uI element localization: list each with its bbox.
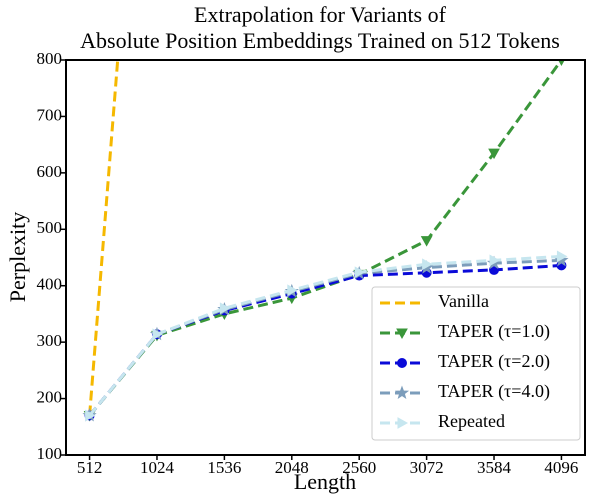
- plot-area: [82, 60, 569, 422]
- x-tick-label: 512: [77, 458, 103, 477]
- x-tick-label: 2560: [342, 458, 376, 477]
- x-tick-label: 3072: [410, 458, 444, 477]
- y-tick-label: 700: [37, 105, 63, 124]
- legend-marker: [397, 417, 409, 429]
- chart-title: Extrapolation for Variants of: [194, 2, 447, 27]
- series-line: [88, 254, 562, 417]
- series-line: [88, 60, 563, 417]
- data-point: [420, 236, 433, 247]
- series-line: [88, 263, 562, 417]
- data-point: [422, 258, 433, 271]
- plot-frame: [65, 59, 586, 456]
- series-line: [88, 258, 562, 417]
- legend-box: [371, 286, 581, 441]
- data-point: [85, 409, 96, 422]
- data-point: [354, 266, 366, 279]
- legend-marker: [396, 328, 408, 340]
- y-tick-label: 500: [37, 218, 63, 237]
- x-tick-label: 1024: [140, 458, 175, 477]
- x-tick-label: 2048: [275, 458, 309, 477]
- y-tick-label: 300: [37, 331, 63, 350]
- y-tick-label: 100: [37, 444, 63, 463]
- y-tick-label: 600: [37, 162, 63, 181]
- y-axis-label: Perplexity: [5, 212, 30, 302]
- legend-label: TAPER (τ=4.0): [438, 381, 550, 402]
- y-tick-label: 200: [37, 387, 63, 406]
- legend-marker: [397, 358, 407, 368]
- y-tick-label: 800: [37, 49, 63, 68]
- x-tick-label: 1536: [207, 458, 241, 477]
- legend-label: TAPER (τ=1.0): [438, 321, 550, 342]
- legend-label: TAPER (τ=2.0): [438, 351, 550, 372]
- x-axis-label: Length: [294, 469, 356, 494]
- data-point: [219, 302, 231, 315]
- x-tick-label: 3584: [477, 458, 512, 477]
- legend-marker: [394, 385, 410, 400]
- y-tick-label: 400: [37, 275, 63, 294]
- series-line: [88, 60, 120, 416]
- chart-title: Absolute Position Embeddings Trained on …: [80, 28, 560, 53]
- data-point: [152, 328, 164, 341]
- data-point: [489, 254, 501, 267]
- data-point: [287, 284, 298, 297]
- data-point: [556, 250, 568, 263]
- legend-label: Repeated: [438, 411, 505, 431]
- legend-label: Vanilla: [438, 291, 489, 311]
- data-point: [488, 148, 500, 160]
- x-tick-label: 4096: [544, 458, 578, 477]
